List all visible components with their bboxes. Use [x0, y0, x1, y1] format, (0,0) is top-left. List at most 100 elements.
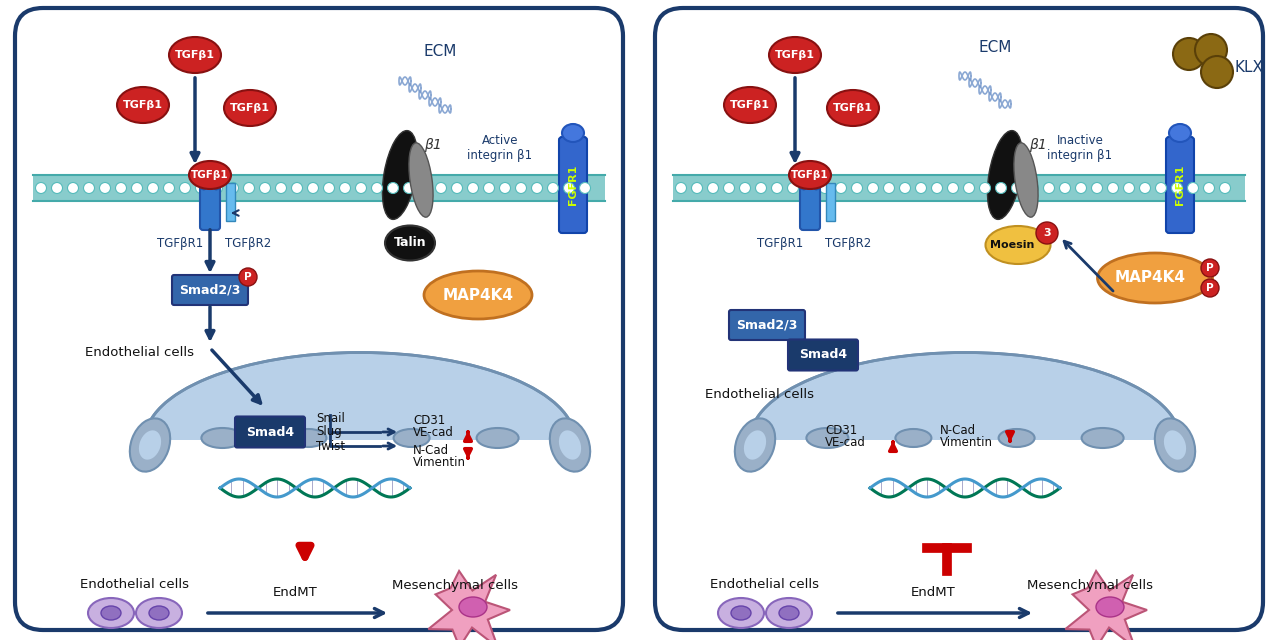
Text: FGFR1: FGFR1: [568, 165, 579, 205]
Ellipse shape: [744, 430, 767, 460]
FancyBboxPatch shape: [236, 417, 305, 447]
Ellipse shape: [796, 172, 808, 190]
Text: EndMT: EndMT: [910, 586, 955, 600]
Circle shape: [548, 182, 558, 193]
Ellipse shape: [460, 597, 486, 617]
FancyBboxPatch shape: [730, 310, 805, 340]
Text: TGFβR2: TGFβR2: [225, 237, 271, 250]
Circle shape: [883, 182, 895, 193]
Circle shape: [36, 182, 46, 193]
Ellipse shape: [559, 430, 581, 460]
Circle shape: [915, 182, 927, 193]
FancyBboxPatch shape: [172, 275, 248, 305]
Bar: [803, 185, 817, 227]
Circle shape: [179, 182, 191, 193]
Text: Endothelial cells: Endothelial cells: [710, 579, 819, 591]
Circle shape: [275, 182, 287, 193]
Circle shape: [324, 182, 334, 193]
Circle shape: [691, 182, 703, 193]
Text: Moesin: Moesin: [989, 240, 1034, 250]
Text: Smad4: Smad4: [799, 349, 847, 362]
Text: Endothelial cells: Endothelial cells: [84, 346, 195, 358]
Text: N-Cad: N-Cad: [413, 444, 449, 456]
Circle shape: [932, 182, 942, 193]
Text: P: P: [1206, 263, 1213, 273]
Ellipse shape: [788, 161, 831, 189]
Circle shape: [164, 182, 174, 193]
Ellipse shape: [116, 87, 169, 123]
Circle shape: [228, 182, 238, 193]
Text: MAP4K4: MAP4K4: [443, 287, 513, 303]
Circle shape: [83, 182, 95, 193]
Text: P: P: [1206, 283, 1213, 293]
Circle shape: [292, 182, 302, 193]
Circle shape: [819, 182, 831, 193]
Circle shape: [851, 182, 863, 193]
Ellipse shape: [735, 419, 776, 472]
Text: N-Cad: N-Cad: [940, 424, 977, 436]
FancyBboxPatch shape: [800, 182, 820, 230]
Text: Vimentin: Vimentin: [413, 456, 466, 470]
Circle shape: [516, 182, 526, 193]
Circle shape: [787, 182, 799, 193]
Text: EndMT: EndMT: [273, 586, 317, 600]
Circle shape: [1036, 222, 1059, 244]
Text: KLX: KLX: [1235, 61, 1265, 76]
Circle shape: [1171, 182, 1183, 193]
Text: MAP4K4: MAP4K4: [1115, 271, 1185, 285]
Circle shape: [371, 182, 383, 193]
Text: Talin: Talin: [394, 237, 426, 250]
Ellipse shape: [987, 131, 1023, 220]
Text: ECM: ECM: [978, 40, 1011, 56]
FancyBboxPatch shape: [655, 8, 1263, 630]
Ellipse shape: [1164, 430, 1187, 460]
Ellipse shape: [394, 429, 430, 447]
Circle shape: [1060, 182, 1070, 193]
Ellipse shape: [1014, 143, 1038, 217]
Text: TGFβ1: TGFβ1: [123, 100, 163, 110]
Circle shape: [900, 182, 910, 193]
Ellipse shape: [145, 353, 575, 527]
Ellipse shape: [101, 606, 122, 620]
Circle shape: [499, 182, 511, 193]
Ellipse shape: [1155, 419, 1196, 472]
Text: Slug: Slug: [316, 426, 342, 438]
Text: Inactive
integrin β1: Inactive integrin β1: [1047, 134, 1112, 162]
Text: Smad2/3: Smad2/3: [736, 319, 797, 332]
Text: Smad4: Smad4: [246, 426, 294, 438]
Circle shape: [740, 182, 750, 193]
Circle shape: [68, 182, 78, 193]
Circle shape: [100, 182, 110, 193]
Circle shape: [51, 182, 63, 193]
Ellipse shape: [136, 598, 182, 628]
Circle shape: [580, 182, 590, 193]
Ellipse shape: [550, 419, 590, 472]
Bar: [673, 175, 1245, 201]
Ellipse shape: [1169, 124, 1190, 142]
Circle shape: [1124, 182, 1134, 193]
FancyBboxPatch shape: [200, 182, 220, 230]
Ellipse shape: [718, 598, 764, 628]
Text: Active
integrin β1: Active integrin β1: [467, 134, 532, 162]
Circle shape: [260, 182, 270, 193]
Text: Vimentin: Vimentin: [940, 436, 993, 449]
Polygon shape: [429, 571, 509, 640]
Polygon shape: [1065, 571, 1147, 640]
Circle shape: [1107, 182, 1119, 193]
Circle shape: [755, 182, 767, 193]
Text: Mesenchymal cells: Mesenchymal cells: [1027, 579, 1153, 591]
FancyBboxPatch shape: [15, 8, 623, 630]
Circle shape: [1201, 259, 1219, 277]
Circle shape: [403, 182, 415, 193]
Ellipse shape: [212, 172, 224, 190]
Circle shape: [420, 182, 430, 193]
Circle shape: [996, 182, 1006, 193]
Bar: [826, 183, 835, 221]
Circle shape: [132, 182, 142, 193]
Ellipse shape: [1097, 253, 1212, 303]
Ellipse shape: [224, 90, 276, 126]
Circle shape: [1043, 182, 1055, 193]
Ellipse shape: [424, 271, 532, 319]
Bar: [140, 440, 580, 538]
Circle shape: [804, 182, 814, 193]
